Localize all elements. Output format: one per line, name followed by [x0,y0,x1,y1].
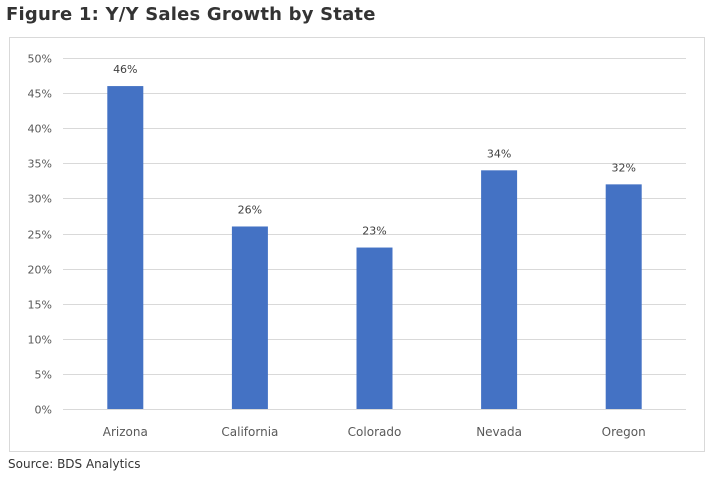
y-tick-label: 50% [28,53,52,66]
bar-arizona [107,86,144,409]
bars [107,86,642,409]
bar-colorado [356,247,393,409]
data-label: 46% [113,63,137,76]
data-label: 34% [487,147,511,160]
x-tick-label: Oregon [602,425,646,439]
x-tick-label: Nevada [476,425,522,439]
bar-california [231,226,268,409]
bar-oregon [605,184,642,409]
bar-chart: 0% 5% 10% 15% 20% 25% 30% 35% 40% 45% 50% 46% 26% 23… [28,53,686,439]
y-tick-label: 25% [28,229,52,242]
data-label: 26% [238,203,262,216]
y-axis-ticks: 0% 5% 10% 15% 20% 25% 30% 35% 40% 45% 50% [28,53,52,417]
y-tick-label: 0% [35,404,52,417]
x-tick-label: California [221,425,278,439]
y-tick-label: 45% [28,88,52,101]
x-axis-ticks: Arizona California Colorado Nevada Oregon [103,425,646,439]
bar-nevada [481,170,518,409]
data-label: 23% [362,225,386,238]
figure-title: Figure 1: Y/Y Sales Growth by State [6,4,376,25]
chart-area: 0% 5% 10% 15% 20% 25% 30% 35% 40% 45% 50% 46% 26% 23… [9,37,705,452]
x-tick-label: Colorado [348,425,402,439]
y-tick-label: 40% [28,123,52,136]
y-tick-label: 35% [28,158,52,171]
y-tick-label: 5% [35,369,52,382]
x-tick-label: Arizona [103,425,148,439]
y-tick-label: 30% [28,193,52,206]
y-tick-label: 10% [28,334,52,347]
data-label: 32% [611,161,635,174]
y-tick-label: 20% [28,264,52,277]
data-labels: 46% 26% 23% 34% 32% [113,63,636,237]
y-tick-label: 15% [28,299,52,312]
source-note: Source: BDS Analytics [8,457,141,471]
